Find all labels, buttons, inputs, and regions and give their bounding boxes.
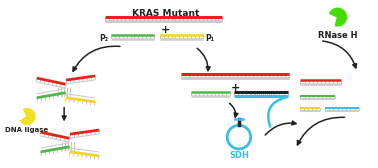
Wedge shape bbox=[330, 8, 346, 26]
Text: KRAS Mutant: KRAS Mutant bbox=[132, 9, 199, 18]
Text: DNA ligase: DNA ligase bbox=[5, 127, 49, 133]
FancyArrowPatch shape bbox=[265, 121, 296, 135]
FancyArrowPatch shape bbox=[197, 48, 210, 71]
Text: P₂: P₂ bbox=[99, 34, 108, 43]
Text: RNase H: RNase H bbox=[318, 31, 357, 40]
Wedge shape bbox=[21, 109, 35, 124]
Text: +: + bbox=[231, 83, 240, 93]
Text: SDH: SDH bbox=[229, 151, 249, 160]
Text: +: + bbox=[161, 25, 170, 35]
FancyArrowPatch shape bbox=[323, 41, 356, 68]
FancyArrowPatch shape bbox=[229, 103, 238, 117]
Text: P₁: P₁ bbox=[206, 34, 215, 43]
FancyArrowPatch shape bbox=[62, 107, 66, 120]
FancyArrowPatch shape bbox=[73, 46, 120, 71]
FancyArrowPatch shape bbox=[297, 117, 344, 145]
